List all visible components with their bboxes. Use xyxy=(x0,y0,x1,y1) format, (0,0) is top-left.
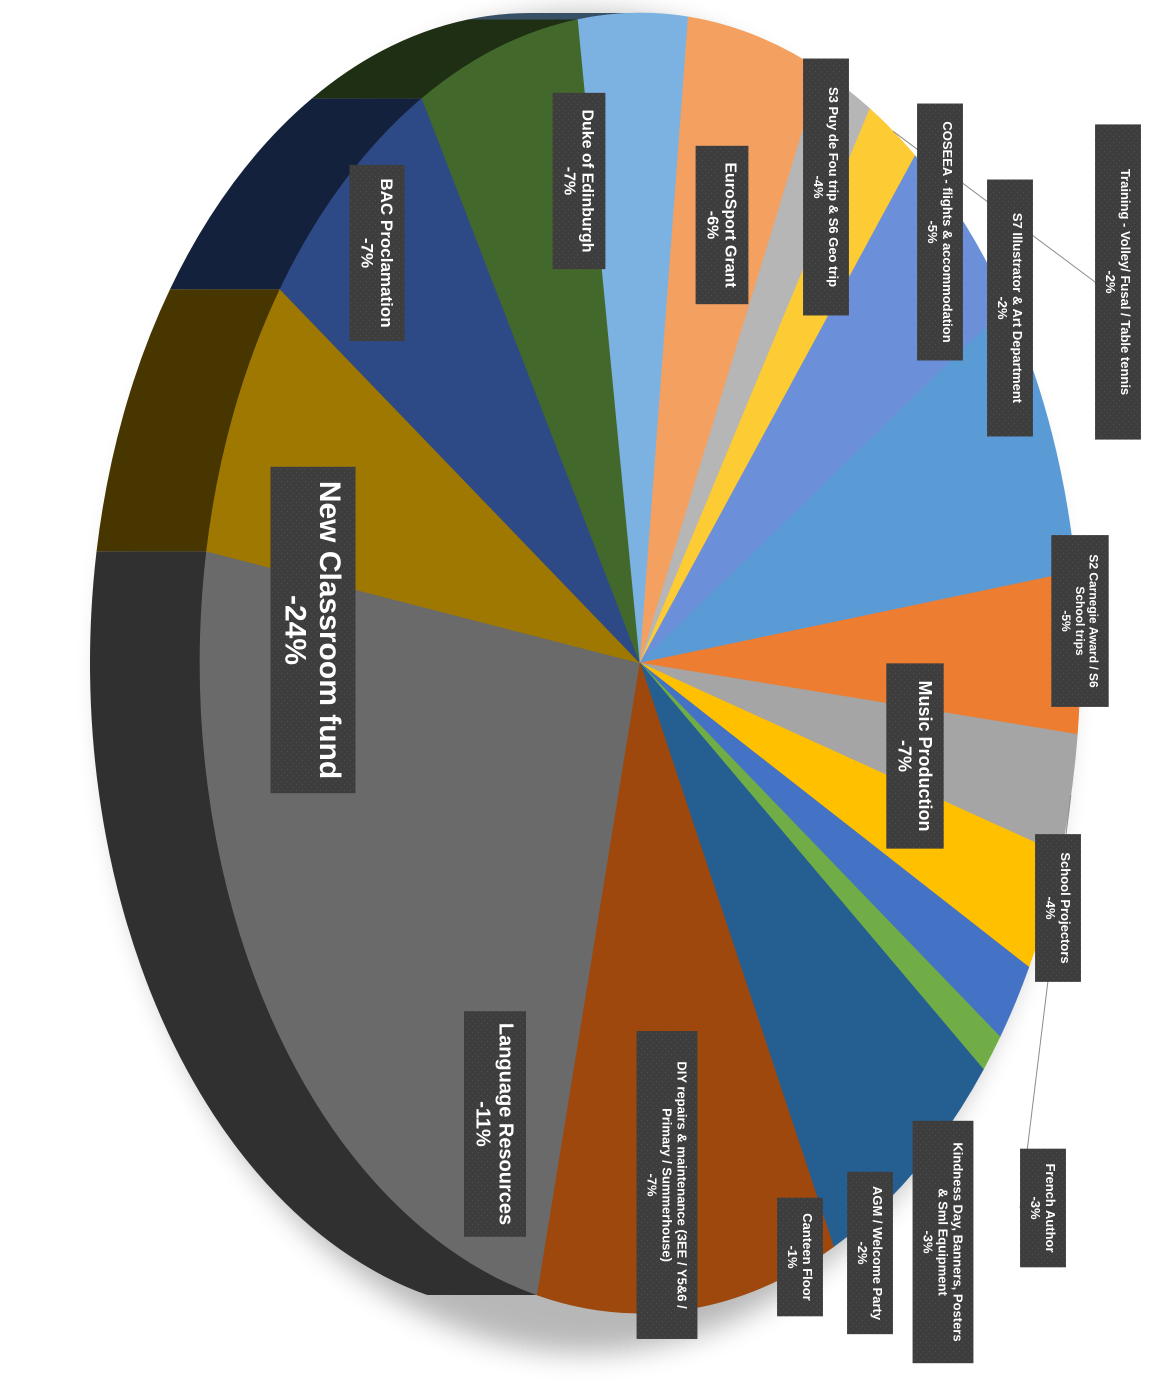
data-label-box-9 xyxy=(886,663,944,849)
data-label-value-5: -5% xyxy=(925,220,940,244)
data-label-text-12: Kindness Day, Banners, Posters xyxy=(950,1142,965,1341)
data-label-text-10: School Projectors xyxy=(1058,852,1073,963)
data-label-box-13 xyxy=(847,1171,893,1335)
data-label-0: New Classroom fund-24% xyxy=(270,466,356,794)
data-label-box-3 xyxy=(695,145,749,305)
data-label-box-16 xyxy=(464,1011,526,1237)
data-label-16: Language Resources-11% xyxy=(464,1011,526,1237)
data-label-text-9: Music Production xyxy=(915,680,935,831)
data-label-text-12: & Sml Equipment xyxy=(936,1188,951,1296)
pie-side-3 xyxy=(311,19,579,99)
data-label-14: Canteen Floor-1% xyxy=(777,1197,823,1317)
data-label-value-15: -7% xyxy=(645,1173,660,1197)
data-label-box-15 xyxy=(636,1031,698,1339)
data-label-box-8 xyxy=(1051,535,1109,707)
data-label-4: S3 Puy de Fou trip & S6 Geo trip-4% xyxy=(803,58,849,316)
data-label-text-11: French Author xyxy=(1043,1163,1058,1252)
pie-side-1 xyxy=(96,289,281,552)
data-label-15: DIY repairs & maintenance (3EE / Y5&6 /P… xyxy=(636,1031,698,1339)
data-label-3: EuroSport Grant-6% xyxy=(695,145,749,305)
data-label-value-14: -1% xyxy=(785,1245,800,1269)
data-label-text-15: DIY repairs & maintenance (3EE / Y5&6 / xyxy=(674,1061,689,1309)
data-label-value-6: -2% xyxy=(995,296,1010,320)
data-label-box-11 xyxy=(1020,1148,1066,1268)
data-label-box-6 xyxy=(987,179,1033,437)
data-label-value-8: -5% xyxy=(1059,610,1073,632)
data-label-box-7 xyxy=(1095,124,1141,440)
data-label-box-0 xyxy=(270,466,356,794)
data-label-text-1: BAC Proclamation xyxy=(377,178,396,327)
pie-side-4 xyxy=(468,13,640,20)
data-label-text-3: EuroSport Grant xyxy=(722,162,739,288)
data-label-text-13: AGM / Welcome Party xyxy=(870,1186,885,1321)
data-label-box-10 xyxy=(1035,834,1081,982)
data-label-text-0: New Classroom fund xyxy=(313,481,346,779)
data-label-text-4: S3 Puy de Fou trip & S6 Geo trip xyxy=(826,87,841,287)
data-label-value-10: -4% xyxy=(1043,896,1058,920)
data-label-value-2: -7% xyxy=(560,167,577,195)
data-label-box-2 xyxy=(552,92,606,270)
data-label-value-4: -4% xyxy=(811,175,826,199)
data-label-box-12 xyxy=(912,1120,974,1364)
data-label-13: AGM / Welcome Party-2% xyxy=(847,1171,893,1335)
data-label-11: French Author-3% xyxy=(1020,1148,1066,1268)
data-label-text-8: School trips xyxy=(1073,586,1087,656)
data-label-9: Music Production-7% xyxy=(886,663,944,849)
data-label-value-13: -2% xyxy=(855,1241,870,1265)
data-label-value-9: -7% xyxy=(894,740,914,772)
data-label-2: Duke of Edinburgh-7% xyxy=(552,92,606,270)
data-label-value-1: -7% xyxy=(357,238,376,268)
data-label-text-16: Language Resources xyxy=(495,1023,517,1225)
data-label-7: Training - Volley/ Fusal / Table tennis-… xyxy=(1095,124,1141,440)
data-label-text-5: COSEEA - flights & accommodation xyxy=(940,121,955,342)
data-label-text-7: Training - Volley/ Fusal / Table tennis xyxy=(1118,169,1133,395)
data-label-value-0: -24% xyxy=(278,595,311,665)
data-label-5: COSEEA - flights & accommodation-5% xyxy=(917,103,963,361)
data-label-value-16: -11% xyxy=(472,1101,494,1147)
data-label-box-4 xyxy=(803,58,849,316)
data-label-value-12: -3% xyxy=(921,1230,936,1254)
data-label-text-8: S2 Carnegie Award / S6 xyxy=(1087,554,1101,688)
data-label-box-1 xyxy=(349,164,405,342)
data-label-1: BAC Proclamation-7% xyxy=(349,164,405,342)
data-label-value-7: -2% xyxy=(1103,270,1118,294)
data-label-12: Kindness Day, Banners, Posters& Sml Equi… xyxy=(912,1120,974,1364)
data-label-text-6: S7 Illustrator & Art Department xyxy=(1010,213,1025,404)
data-label-6: S7 Illustrator & Art Department-2% xyxy=(987,179,1033,437)
data-label-text-2: Duke of Edinburgh xyxy=(579,109,596,252)
data-label-box-14 xyxy=(777,1197,823,1317)
data-label-value-11: -3% xyxy=(1028,1196,1043,1220)
data-label-box-5 xyxy=(917,103,963,361)
data-label-10: School Projectors-4% xyxy=(1035,834,1081,982)
pie-side-2 xyxy=(170,98,422,290)
data-label-text-15: Primary / Summerhouse) xyxy=(660,1108,675,1262)
data-label-text-14: Canteen Floor xyxy=(800,1213,815,1300)
pie-side-0 xyxy=(89,551,538,1296)
data-label-value-3: -6% xyxy=(703,211,720,239)
